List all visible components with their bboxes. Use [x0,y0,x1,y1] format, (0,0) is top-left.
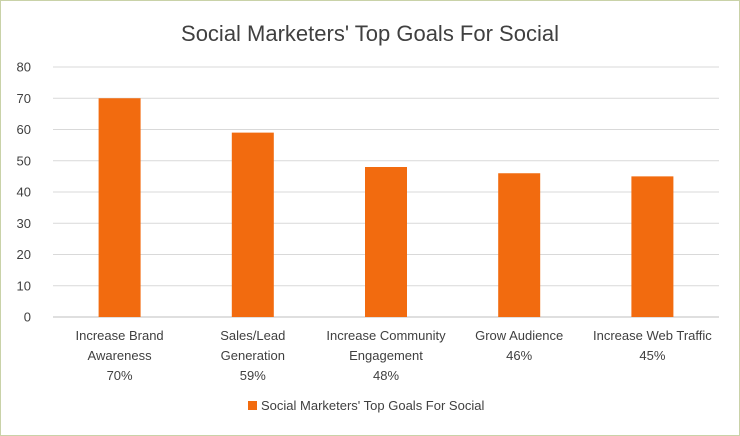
legend-swatch [248,401,257,410]
x-category-label: Grow Audience [475,328,563,343]
y-axis-ticks: 0 10 20 30 40 50 60 70 80 [17,60,31,325]
x-category-label: 70% [107,368,133,383]
x-category-label: Increase Brand [76,328,164,343]
bars [98,98,674,317]
bar [631,176,674,317]
x-category-label: 45% [639,348,665,363]
y-tick-label: 20 [17,247,31,262]
y-tick-label: 60 [17,122,31,137]
x-category-label: Awareness [88,348,153,363]
y-tick-label: 10 [17,278,31,293]
bar [231,132,274,317]
y-tick-label: 80 [17,60,31,75]
legend-label: Social Marketers' Top Goals For Social [261,398,484,413]
x-category-label: Generation [221,348,285,363]
y-tick-label: 70 [17,91,31,106]
x-category-label: 46% [506,348,532,363]
y-tick-label: 40 [17,185,31,200]
y-tick-label: 30 [17,216,31,231]
x-category-label: 59% [240,368,266,383]
x-category-label: Increase Web Traffic [593,328,712,343]
bar [98,98,141,317]
x-axis-categories: Increase Brand Awareness 70% Sales/Lead Gene… [76,328,713,383]
bar [365,167,407,317]
x-category-label: Engagement [349,348,423,363]
x-category-label: Sales/Lead [220,328,285,343]
chart-title: Social Marketers' Top Goals For Social [181,21,559,46]
legend: Social Marketers' Top Goals For Social [248,398,484,413]
y-tick-label: 0 [24,310,31,325]
x-category-label: 48% [373,368,399,383]
y-tick-label: 50 [17,153,31,168]
bar [498,173,541,317]
x-category-label: Increase Community [326,328,446,343]
